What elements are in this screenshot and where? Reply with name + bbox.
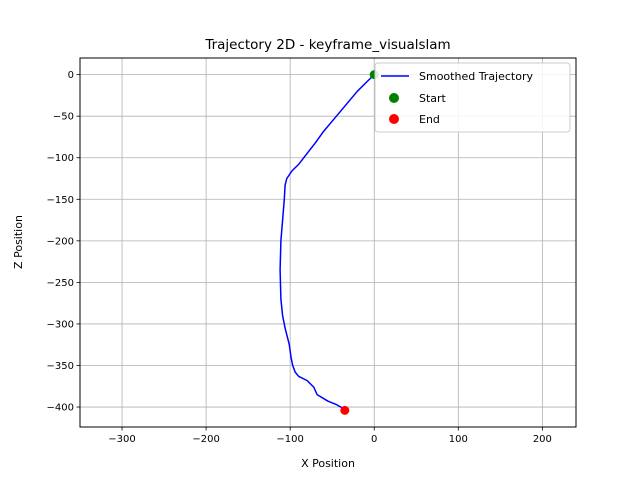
legend-end-swatch [389,114,399,124]
legend-box [374,62,571,133]
y-tick-label: 0 [68,70,74,81]
y-tick-label: −50 [53,112,74,123]
legend-start-swatch [389,93,399,103]
plot-frame [79,57,577,428]
legend-entry-trajectory: Smoothed Trajectory [419,70,533,83]
y-tick-label: −250 [47,278,74,289]
y-tick-label: −300 [47,319,74,330]
y-tick-label: −400 [47,403,74,414]
legend-entry-end: End [419,113,440,126]
y-axis: 0 −50 −100 −150 −200 −250 −300 −350 −400 [47,70,80,414]
trajectory-line [279,74,375,411]
y-tick-label: −200 [47,236,74,247]
y-tick-label: −350 [47,361,74,372]
end-marker [340,405,350,415]
plot-area [279,70,379,415]
y-axis-label: Z Position [12,215,25,269]
x-tick-label: −300 [108,434,135,445]
x-tick-label: −200 [192,434,219,445]
x-axis: −300 −200 −100 0 100 200 [108,427,552,445]
legend-entry-start: Start [419,92,447,105]
x-axis-label: X Position [301,457,355,470]
chart-title: Trajectory 2D - keyframe_visualslam [204,37,450,53]
x-tick-label: −100 [276,434,303,445]
x-tick-label: 0 [371,434,377,445]
y-tick-label: −150 [47,195,74,206]
y-tick-label: −100 [47,153,74,164]
x-tick-label: 200 [533,434,552,445]
x-tick-label: 100 [449,434,468,445]
legend: Smoothed Trajectory Start End [374,62,571,133]
